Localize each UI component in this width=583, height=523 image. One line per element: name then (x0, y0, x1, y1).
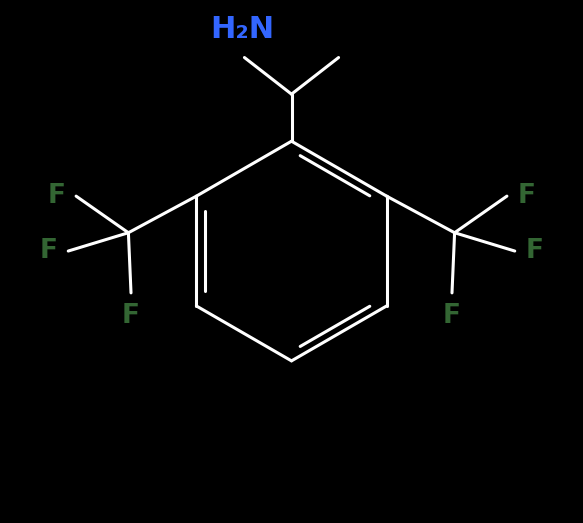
Text: F: F (122, 303, 140, 329)
Text: F: F (443, 303, 461, 329)
Text: F: F (517, 183, 535, 209)
Text: H₂N: H₂N (210, 16, 274, 44)
Text: F: F (48, 183, 66, 209)
Text: F: F (40, 238, 58, 264)
Text: F: F (525, 238, 543, 264)
